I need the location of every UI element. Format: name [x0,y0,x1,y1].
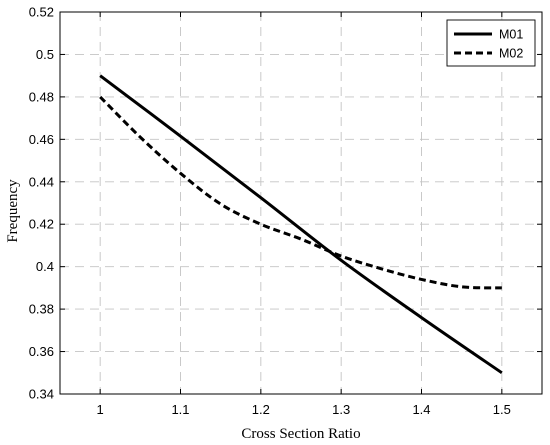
y-tick-label: 0.44 [29,174,54,189]
axis-ticks [60,11,542,395]
y-tick-label: 0.42 [29,217,54,232]
y-tick-label: 0.4 [36,259,54,274]
y-axis-tick-labels: 0.34 0.36 0.38 0.4 0.42 0.44 0.46 0.48 0.5 0.52 [29,5,54,402]
plot-area-frame [59,11,543,395]
x-axis-tick-labels: 1 1.1 1.2 1.3 1.4 1.5 [97,402,511,417]
legend: M01 M02 [446,19,536,67]
y-tick-label: 0.34 [29,387,54,402]
y-tick-label: 0.52 [29,5,54,20]
y-tick-label: 0.38 [29,302,54,317]
y-tick-label: 0.36 [29,344,54,359]
x-tick-label: 1.2 [252,402,270,417]
legend-label-m02: M02 [499,47,523,61]
x-tick-label: 1.1 [171,402,189,417]
y-axis-title: Frequency [5,179,21,243]
y-tick-label: 0.48 [29,89,54,104]
y-tick-label: 0.46 [29,132,54,147]
x-axis-title: Cross Section Ratio [241,426,360,442]
x-tick-label: 1.5 [493,402,511,417]
x-tick-label: 1.3 [332,402,350,417]
grid [60,11,542,395]
x-tick-label: 1 [97,402,104,417]
legend-box [446,19,536,67]
x-tick-label: 1.4 [412,402,430,417]
series-line-m01 [99,74,503,375]
series-lines [99,74,503,375]
series-line-m02 [99,95,502,290]
legend-label-m01: M01 [499,28,523,42]
y-tick-label: 0.5 [36,47,54,62]
